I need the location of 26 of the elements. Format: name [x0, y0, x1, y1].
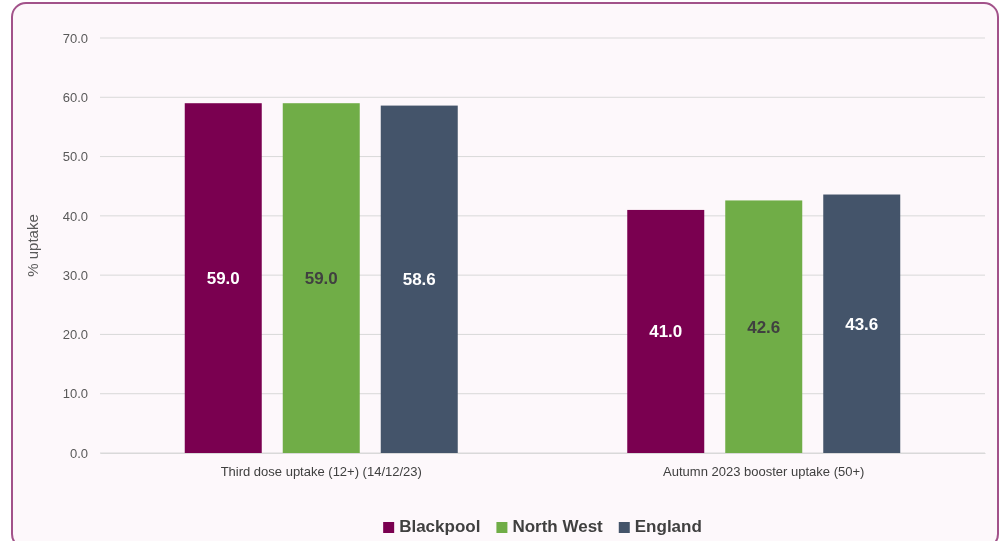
data-label: 43.6 — [845, 314, 879, 334]
y-tick-label: 0.0 — [69, 445, 88, 461]
legend-label: North West — [512, 517, 604, 536]
y-axis-title: % uptake — [24, 214, 41, 277]
bar — [725, 200, 803, 453]
y-tick-label: 50.0 — [62, 149, 88, 165]
data-label: 42.6 — [747, 317, 781, 337]
legend-label: England — [634, 517, 702, 536]
y-tick-label: 60.0 — [62, 89, 88, 105]
data-label: 59.0 — [206, 269, 240, 289]
x-tick-label: Autumn 2023 booster uptake (50+) — [663, 464, 865, 480]
bar — [627, 209, 705, 453]
y-tick-label: 40.0 — [62, 208, 88, 224]
y-tick-label: 10.0 — [62, 386, 88, 402]
data-label: 41.0 — [649, 322, 683, 342]
data-label: 58.6 — [402, 270, 436, 290]
legend-label: Blackpool — [399, 517, 481, 536]
y-tick-label: 20.0 — [62, 327, 88, 343]
bar — [380, 105, 458, 453]
y-tick-label: 30.0 — [62, 267, 88, 283]
x-tick-label: Third dose uptake (12+) (14/12/23) — [220, 464, 422, 480]
bar — [282, 103, 360, 453]
data-label: 59.0 — [304, 269, 338, 289]
bar — [823, 194, 901, 453]
bar — [184, 103, 262, 453]
y-tick-label: 70.0 — [62, 30, 88, 46]
